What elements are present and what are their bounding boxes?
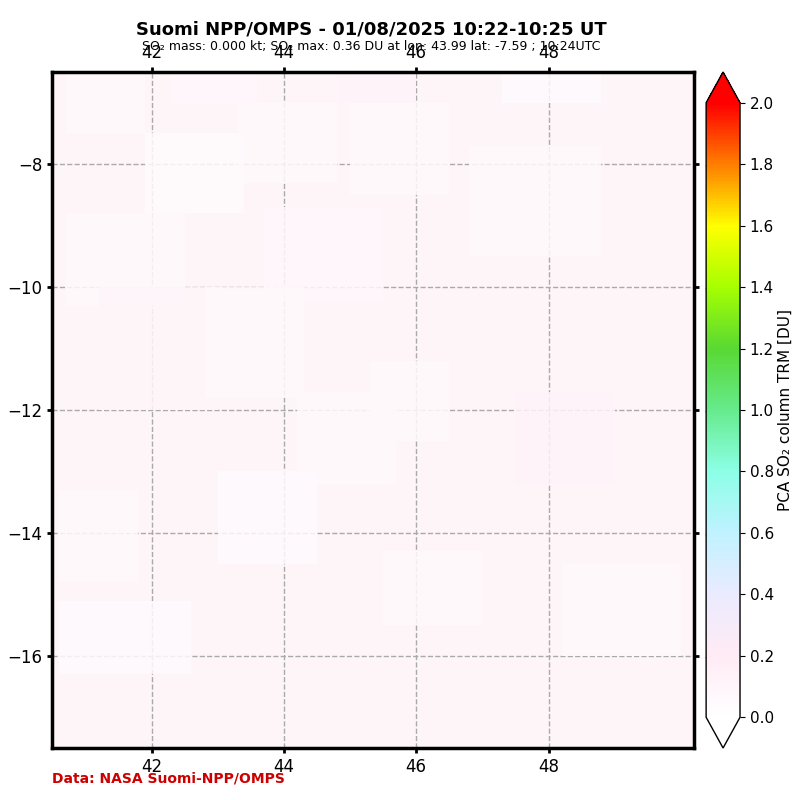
Bar [98, 287, 218, 410]
Bar [264, 207, 383, 299]
Bar [350, 102, 449, 195]
Bar [218, 471, 317, 564]
Text: SO₂ mass: 0.000 kt; SO₂ max: 0.36 DU at lon: 43.99 lat: -7.59 ; 10:24UTC: SO₂ mass: 0.000 kt; SO₂ max: 0.36 DU at … [142, 40, 600, 53]
Bar [562, 564, 681, 656]
Bar [469, 146, 601, 256]
PathPatch shape [706, 718, 740, 748]
Bar [337, 42, 416, 102]
Bar [59, 490, 139, 582]
Bar [237, 102, 337, 182]
Text: Suomi NPP/OMPS - 01/08/2025 10:22-10:25 UT: Suomi NPP/OMPS - 01/08/2025 10:22-10:25 … [136, 20, 607, 38]
PathPatch shape [706, 72, 740, 102]
Bar [59, 601, 191, 674]
Bar [205, 287, 303, 398]
Text: Data: NASA Suomi-NPP/OMPS: Data: NASA Suomi-NPP/OMPS [52, 771, 286, 786]
Bar [370, 361, 449, 441]
Bar [516, 391, 615, 484]
Bar [145, 134, 245, 214]
Bar [65, 214, 185, 306]
Bar [172, 42, 257, 102]
Bar [383, 551, 483, 625]
Y-axis label: PCA SO₂ column TRM [DU]: PCA SO₂ column TRM [DU] [778, 309, 793, 511]
Bar [502, 29, 601, 102]
Bar [65, 60, 145, 134]
Bar [297, 391, 396, 484]
